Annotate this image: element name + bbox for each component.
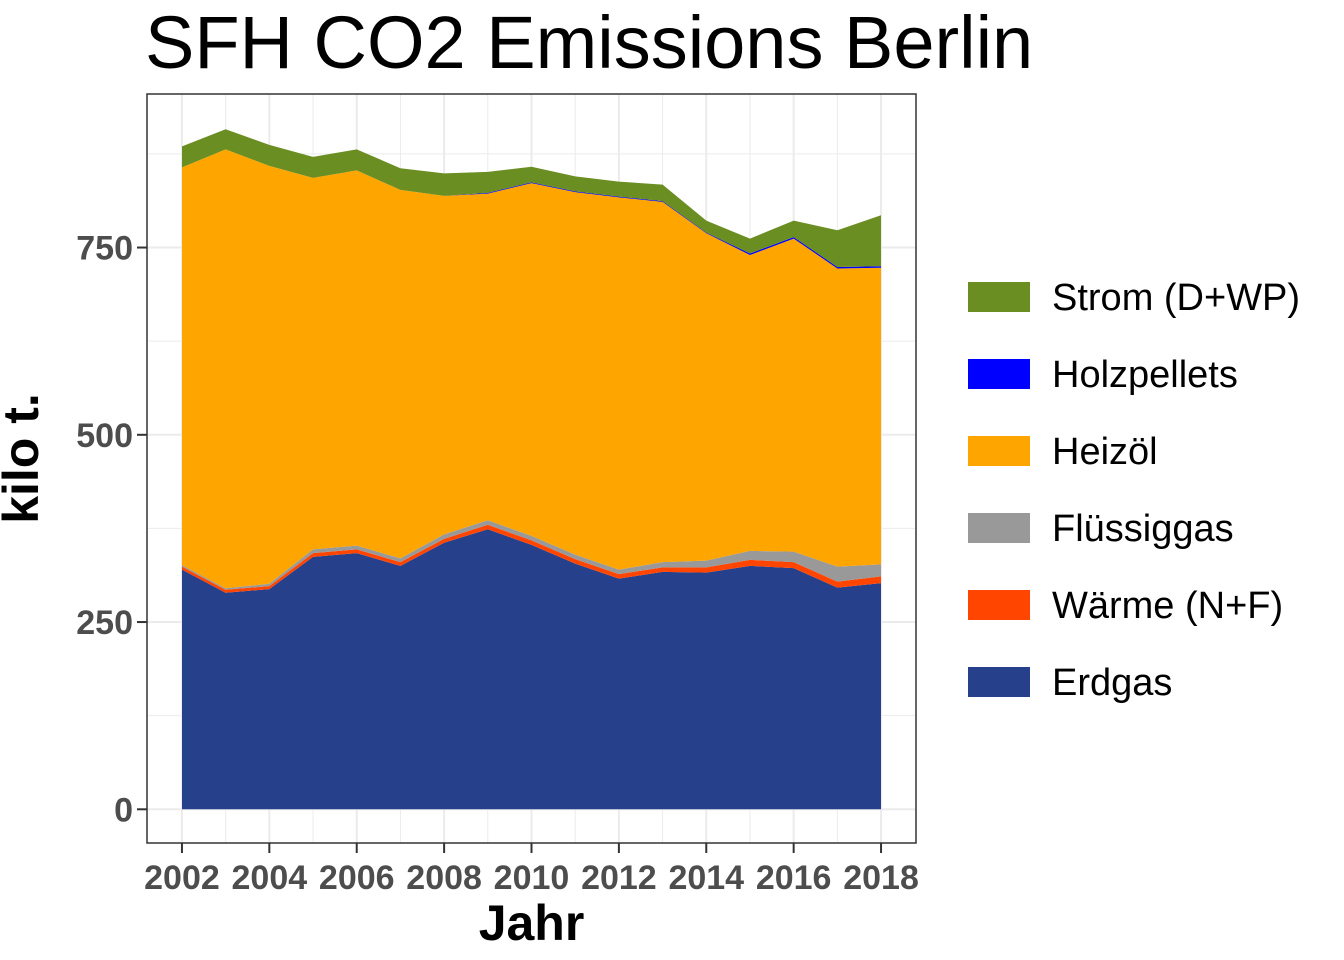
- area-erdgas: [182, 529, 881, 810]
- axes: 0 250 500 750 2002 2004 2006 2008 2010 2012 2014 20…: [76, 230, 919, 897]
- y-tick-label: 0: [114, 791, 133, 829]
- legend-label: Strom (D+WP): [1052, 277, 1301, 319]
- x-tick-label: 2006: [319, 859, 395, 897]
- legend-label: Heizöl: [1052, 431, 1158, 473]
- chart-title: SFH CO2 Emissions Berlin: [145, 1, 1034, 84]
- legend-swatch: [968, 667, 1030, 697]
- x-tick-label: 2002: [144, 859, 220, 897]
- legend-swatch: [968, 282, 1030, 312]
- legend-item-fl-ssiggas: Flüssiggas: [968, 501, 1338, 550]
- legend-item-w-rme-n-f: Wärme (N+F): [968, 578, 1338, 627]
- x-tick-label: 2004: [232, 859, 308, 897]
- area-fl-ssiggas: [182, 520, 881, 590]
- x-tick-label: 2012: [581, 859, 657, 897]
- legend-item-strom-d-wp: Strom (D+WP): [968, 270, 1338, 319]
- y-tick-label: 750: [76, 230, 133, 268]
- legend-label: Holzpellets: [1052, 354, 1238, 396]
- legend-item-heiz-l: Heizöl: [968, 424, 1338, 473]
- legend-item-holzpellets: Holzpellets: [968, 347, 1338, 396]
- x-tick-label: 2010: [494, 859, 570, 897]
- area-strom-d-wp: [182, 129, 881, 267]
- legend-swatch: [968, 590, 1030, 620]
- x-tick-label: 2018: [843, 859, 919, 897]
- stacked-areas: [182, 129, 881, 810]
- x-tick-label: 2016: [756, 859, 832, 897]
- area-heiz-l: [182, 149, 881, 589]
- y-tick-label: 500: [76, 417, 133, 455]
- legend-swatch: [968, 513, 1030, 543]
- x-tick-label: 2008: [406, 859, 482, 897]
- legend-swatch: [968, 359, 1030, 389]
- legend-swatch: [968, 436, 1030, 466]
- x-axis-label: Jahr: [479, 895, 585, 951]
- legend-label: Erdgas: [1052, 662, 1173, 704]
- x-tick-label: 2014: [668, 859, 744, 897]
- legend-label: Wärme (N+F): [1052, 585, 1284, 627]
- y-tick-label: 250: [76, 604, 133, 642]
- legend-item-erdgas: Erdgas: [968, 655, 1338, 704]
- y-axis-label: kilo t.: [0, 393, 49, 524]
- legend-label: Flüssiggas: [1052, 508, 1234, 550]
